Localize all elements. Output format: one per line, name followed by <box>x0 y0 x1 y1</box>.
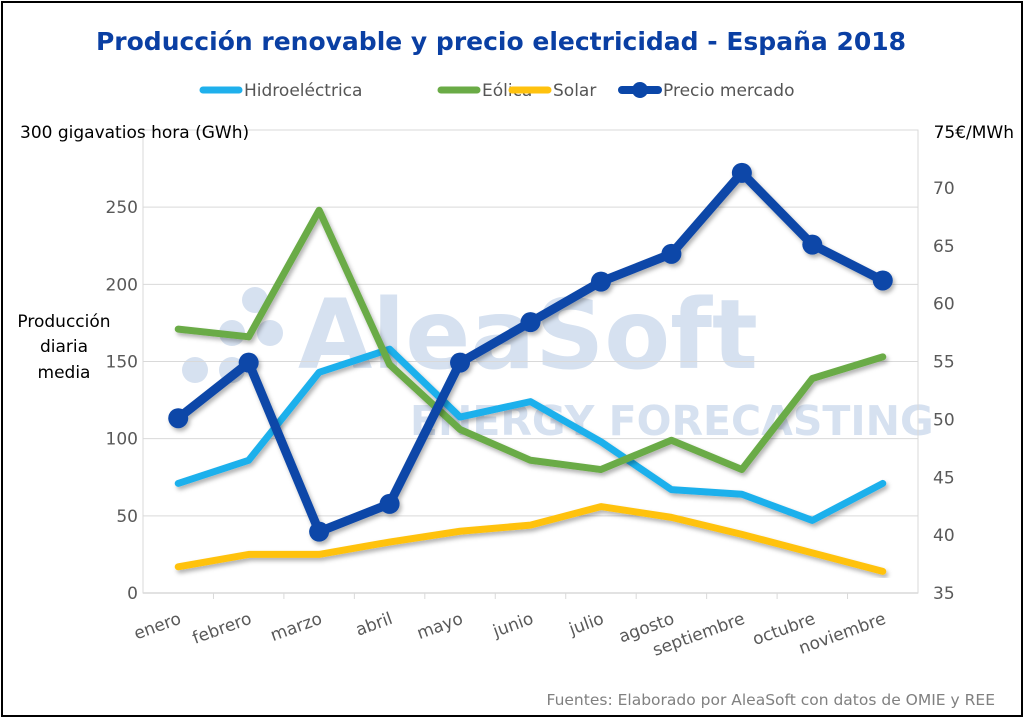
legend: Hidroeléctrica Eólica Solar Precio mercado <box>199 81 795 101</box>
x-tick-label: febrero <box>190 609 254 649</box>
legend-item-hidroelectrica: Hidroeléctrica <box>199 81 362 101</box>
data-point <box>590 271 611 292</box>
legend-label: Hidroeléctrica <box>244 81 362 101</box>
x-axis: enero febrero marzo abril mayo junio julio agos… <box>131 592 918 661</box>
left-tick-label: 200 <box>106 275 138 295</box>
x-tick-label: marzo <box>268 609 325 646</box>
legend-label: Precio mercado <box>663 81 795 101</box>
right-tick-label: 55 <box>933 353 955 373</box>
data-point <box>379 493 400 514</box>
x-tick-label: junio <box>490 609 537 642</box>
legend-item-precio-mercado: Precio mercado <box>618 81 795 101</box>
right-tick-label: 60 <box>933 295 955 315</box>
data-point <box>661 243 682 264</box>
legend-label: Solar <box>553 81 596 101</box>
right-tick-label: 65 <box>933 237 955 257</box>
legend-item-solar: Solar <box>508 81 596 101</box>
right-tick-label: 40 <box>933 526 955 546</box>
series-line-eolica <box>174 206 887 474</box>
right-axis-top-label: 75€/MWh <box>934 123 1014 143</box>
right-tick-label: 35 <box>933 584 955 604</box>
x-tick-label: julio <box>566 609 607 640</box>
left-axis-title-line-1: Producción <box>17 312 110 332</box>
left-tick-label: 50 <box>116 507 138 527</box>
data-point <box>309 521 330 542</box>
left-axis-top-label: 300 gigavatios hora (GWh) <box>20 123 249 143</box>
left-tick-label: 150 <box>106 353 138 373</box>
left-axis-title-line-3: media <box>38 363 91 383</box>
series-lines <box>168 162 893 575</box>
legend-marker <box>632 82 648 98</box>
x-tick-label: enero <box>131 609 184 644</box>
left-tick-label: 100 <box>106 430 138 450</box>
right-axis-ticks: 35 40 45 50 55 60 65 70 <box>933 179 955 604</box>
data-point <box>802 234 823 255</box>
source-note: Fuentes: Elaborado por AleaSoft con dato… <box>547 691 996 709</box>
series-line-hidroelectrica <box>174 345 887 524</box>
x-tick-label: mayo <box>414 609 465 644</box>
data-point <box>238 352 259 373</box>
data-point <box>168 408 189 429</box>
left-axis-title-line-2: diaria <box>40 337 88 357</box>
series-solar <box>174 503 887 575</box>
series-eolica <box>174 206 887 474</box>
data-point <box>450 352 471 373</box>
data-point <box>520 312 541 333</box>
left-axis-ticks: 0 50 100 150 200 250 <box>106 198 138 604</box>
data-point <box>872 270 893 291</box>
legend-item-eolica: Eólica <box>437 81 532 101</box>
left-tick-label: 0 <box>127 584 138 604</box>
series-hidroelectrica <box>174 345 887 524</box>
right-tick-label: 50 <box>933 410 955 430</box>
left-tick-label: 250 <box>106 198 138 218</box>
watermark-main: AleaSoft <box>298 279 758 391</box>
right-tick-label: 70 <box>933 179 955 199</box>
series-precio-mercado <box>168 162 893 542</box>
gridlines <box>142 129 919 594</box>
legend-label: Eólica <box>482 81 532 101</box>
data-point <box>731 162 752 183</box>
series-line-solar <box>174 503 887 575</box>
right-tick-label: 45 <box>933 468 955 488</box>
chart-title: Producción renovable y precio electricid… <box>96 27 906 56</box>
x-tick-label: abril <box>353 609 395 641</box>
